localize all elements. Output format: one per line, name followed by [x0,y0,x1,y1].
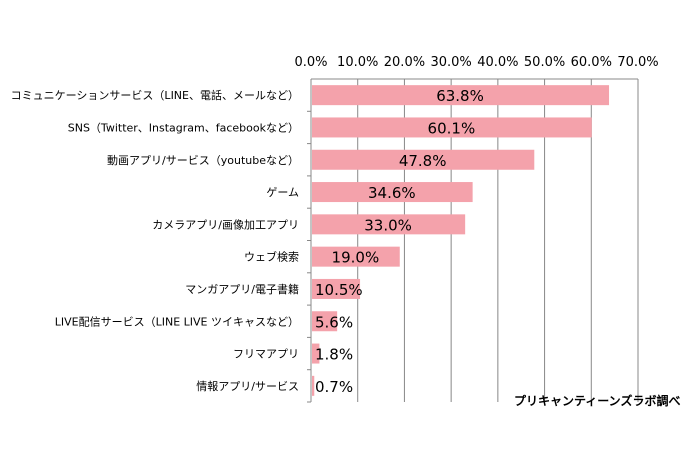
x-tick-label: 20.0% [384,55,425,70]
data-label: 1.8% [315,346,353,364]
x-tick-label: 40.0% [477,55,518,70]
category-label: マンガアプリ/電子書籍 [185,282,299,296]
category-label: フリマアプリ [233,348,299,361]
category-label: カメラアプリ/画像加工アプリ [152,218,299,231]
bar [312,375,315,396]
data-label: 34.6% [368,184,416,202]
bar [312,182,473,203]
bar [312,214,466,235]
category-label: 動画アプリ/サービス（youtubeなど） [107,153,299,167]
category-label: ゲーム [266,186,299,199]
x-tick-label: 30.0% [430,55,471,70]
bar [312,85,610,106]
x-tick-label: 70.0% [617,55,658,70]
x-tick-label: 10.0% [337,55,378,70]
data-label: 0.7% [315,378,353,396]
bar [312,117,592,138]
bar [312,246,400,267]
category-label: 情報アプリ/サービス [196,380,299,393]
data-label: 19.0% [332,249,380,267]
x-tick-label: 50.0% [524,55,565,70]
category-label: ウェブ検索 [244,250,299,264]
data-label: 63.8% [436,87,484,105]
data-label: 10.5% [315,281,363,299]
category-label: SNS（Twitter、Instagram、facebookなど） [68,121,299,134]
data-label: 60.1% [428,119,476,137]
x-tick-label: 60.0% [571,55,612,70]
bar [312,311,338,332]
data-label: 5.6% [315,313,353,331]
category-label: LIVE配信サービス（LINE LIVE ツイキャスなど） [55,315,299,328]
source-note: プリキャンティーンズラボ調べ [514,394,681,408]
data-label: 47.8% [399,152,447,170]
category-label: コミュニケーションサービス（LINE、電話、メールなど） [11,88,299,102]
data-label: 33.0% [364,216,412,234]
bar [312,278,361,299]
bar [312,149,535,170]
x-tick-label: 0.0% [294,55,327,70]
bar [312,343,320,364]
